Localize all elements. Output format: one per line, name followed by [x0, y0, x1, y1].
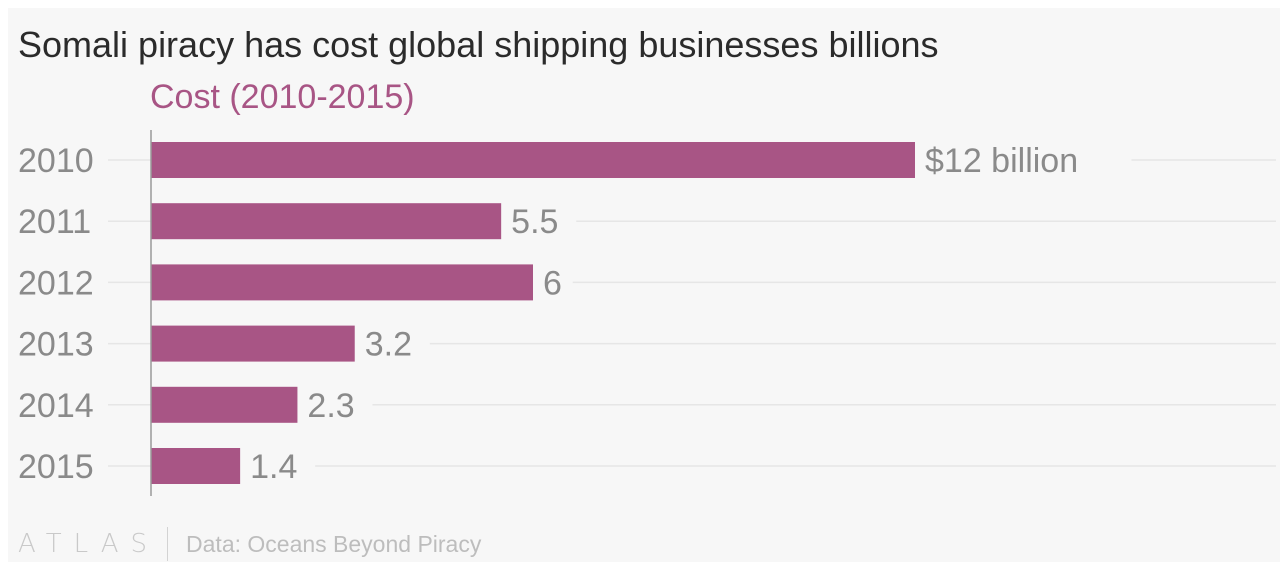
bar-2010	[151, 142, 915, 178]
y-tick-label: 2013	[18, 326, 94, 364]
bar-2011	[151, 203, 502, 240]
y-tick-label: 2010	[18, 142, 94, 180]
data-label: 1.4	[250, 448, 297, 486]
chart-footer: ATLAS Data: Oceans Beyond Piracy	[18, 524, 481, 564]
chart-subtitle: Cost (2010-2015)	[150, 78, 415, 116]
y-tick-label: 2012	[18, 264, 94, 302]
chart-card: Somali piracy has cost global shipping b…	[8, 8, 1280, 562]
data-label: 5.5	[511, 203, 558, 241]
y-tick-label: 2014	[18, 387, 94, 425]
footer-divider	[167, 527, 169, 561]
atlas-logo: ATLAS	[18, 529, 160, 559]
y-tick-label: 2015	[18, 448, 94, 486]
y-tick-label: 2011	[18, 203, 91, 241]
bar-chart: 2010 $12 billion 2011 5.5 2012 6 2013 3.2 2014 2.…	[18, 130, 1276, 496]
data-source: Data: Oceans Beyond Piracy	[186, 530, 482, 557]
data-label: 6	[543, 264, 562, 302]
chart-title: Somali piracy has cost global shipping b…	[18, 24, 939, 65]
data-label: $12 billion	[925, 142, 1078, 180]
bar-2015	[151, 448, 241, 484]
data-label: 3.2	[365, 326, 412, 364]
bar-2012	[151, 264, 533, 301]
bar-2013	[151, 325, 355, 362]
bar-2014	[151, 386, 298, 423]
data-label: 2.3	[307, 387, 354, 425]
